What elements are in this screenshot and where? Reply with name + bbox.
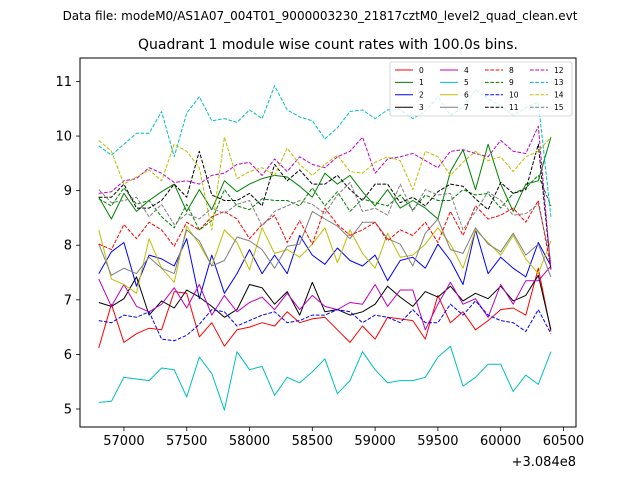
y-tick-label: 11 xyxy=(55,75,72,90)
x-tick-label: 59500 xyxy=(417,434,458,449)
x-tick-label: 58500 xyxy=(292,434,333,449)
chart-suptitle: Data file: modeM0/AS1A07_004T01_90000032… xyxy=(63,9,578,23)
series-line-0 xyxy=(98,267,552,349)
x-tick-label: 60500 xyxy=(543,434,584,449)
series-line-12 xyxy=(98,125,552,270)
x-tick-label: 59000 xyxy=(354,434,395,449)
legend-label-15: 15 xyxy=(554,103,564,112)
legend-label-14: 14 xyxy=(554,91,564,100)
series-line-7 xyxy=(98,210,552,278)
legend-label-9: 9 xyxy=(509,78,514,87)
x-tick-label: 60000 xyxy=(480,434,521,449)
chart-title: Quadrant 1 module wise count rates with … xyxy=(138,37,518,53)
series-line-1 xyxy=(98,136,552,220)
series-line-2 xyxy=(98,229,552,300)
legend-label-0: 0 xyxy=(419,66,424,75)
series-line-4 xyxy=(98,265,552,331)
x-tick-label: 58000 xyxy=(229,434,270,449)
legend-label-8: 8 xyxy=(509,66,514,75)
series-line-6 xyxy=(98,225,552,294)
legend-box xyxy=(389,61,573,117)
x-axis: 57000 57500 58000 58500 59000 59500 60000 60500 xyxy=(103,427,584,449)
legend-label-1: 1 xyxy=(419,78,424,87)
legend-label-13: 13 xyxy=(554,78,564,87)
legend-label-4: 4 xyxy=(464,66,469,75)
y-tick-label: 9 xyxy=(64,184,72,199)
y-tick-label: 6 xyxy=(64,348,72,363)
series-line-11 xyxy=(98,143,552,270)
series-line-8 xyxy=(98,200,552,269)
y-tick-label: 5 xyxy=(64,402,72,417)
legend-label-3: 3 xyxy=(419,103,424,112)
legend-label-12: 12 xyxy=(554,66,564,75)
y-tick-label: 10 xyxy=(55,130,72,145)
plot-lines xyxy=(98,85,552,411)
legend-label-10: 10 xyxy=(509,91,519,100)
y-tick-label: 8 xyxy=(64,239,72,254)
series-line-9 xyxy=(98,174,552,231)
series-line-14 xyxy=(98,136,552,231)
y-axis: 5 6 7 8 9 10 11 xyxy=(55,75,80,417)
plot-frame xyxy=(79,57,577,428)
series-line-3 xyxy=(98,274,552,330)
series-line-10 xyxy=(98,300,552,342)
legend-label-11: 11 xyxy=(509,103,519,112)
x-tick-label: 57000 xyxy=(103,434,144,449)
y-tick-label: 7 xyxy=(64,293,72,308)
legend-label-5: 5 xyxy=(464,78,469,87)
series-line-5 xyxy=(98,345,552,411)
legend-label-2: 2 xyxy=(419,91,424,100)
x-tick-label: 57500 xyxy=(166,434,207,449)
legend-label-6: 6 xyxy=(464,91,469,100)
x-offset-label: +3.084e8 xyxy=(512,455,576,470)
legend-label-7: 7 xyxy=(464,103,469,112)
series-line-15 xyxy=(98,182,552,261)
series-line-13 xyxy=(98,85,552,217)
